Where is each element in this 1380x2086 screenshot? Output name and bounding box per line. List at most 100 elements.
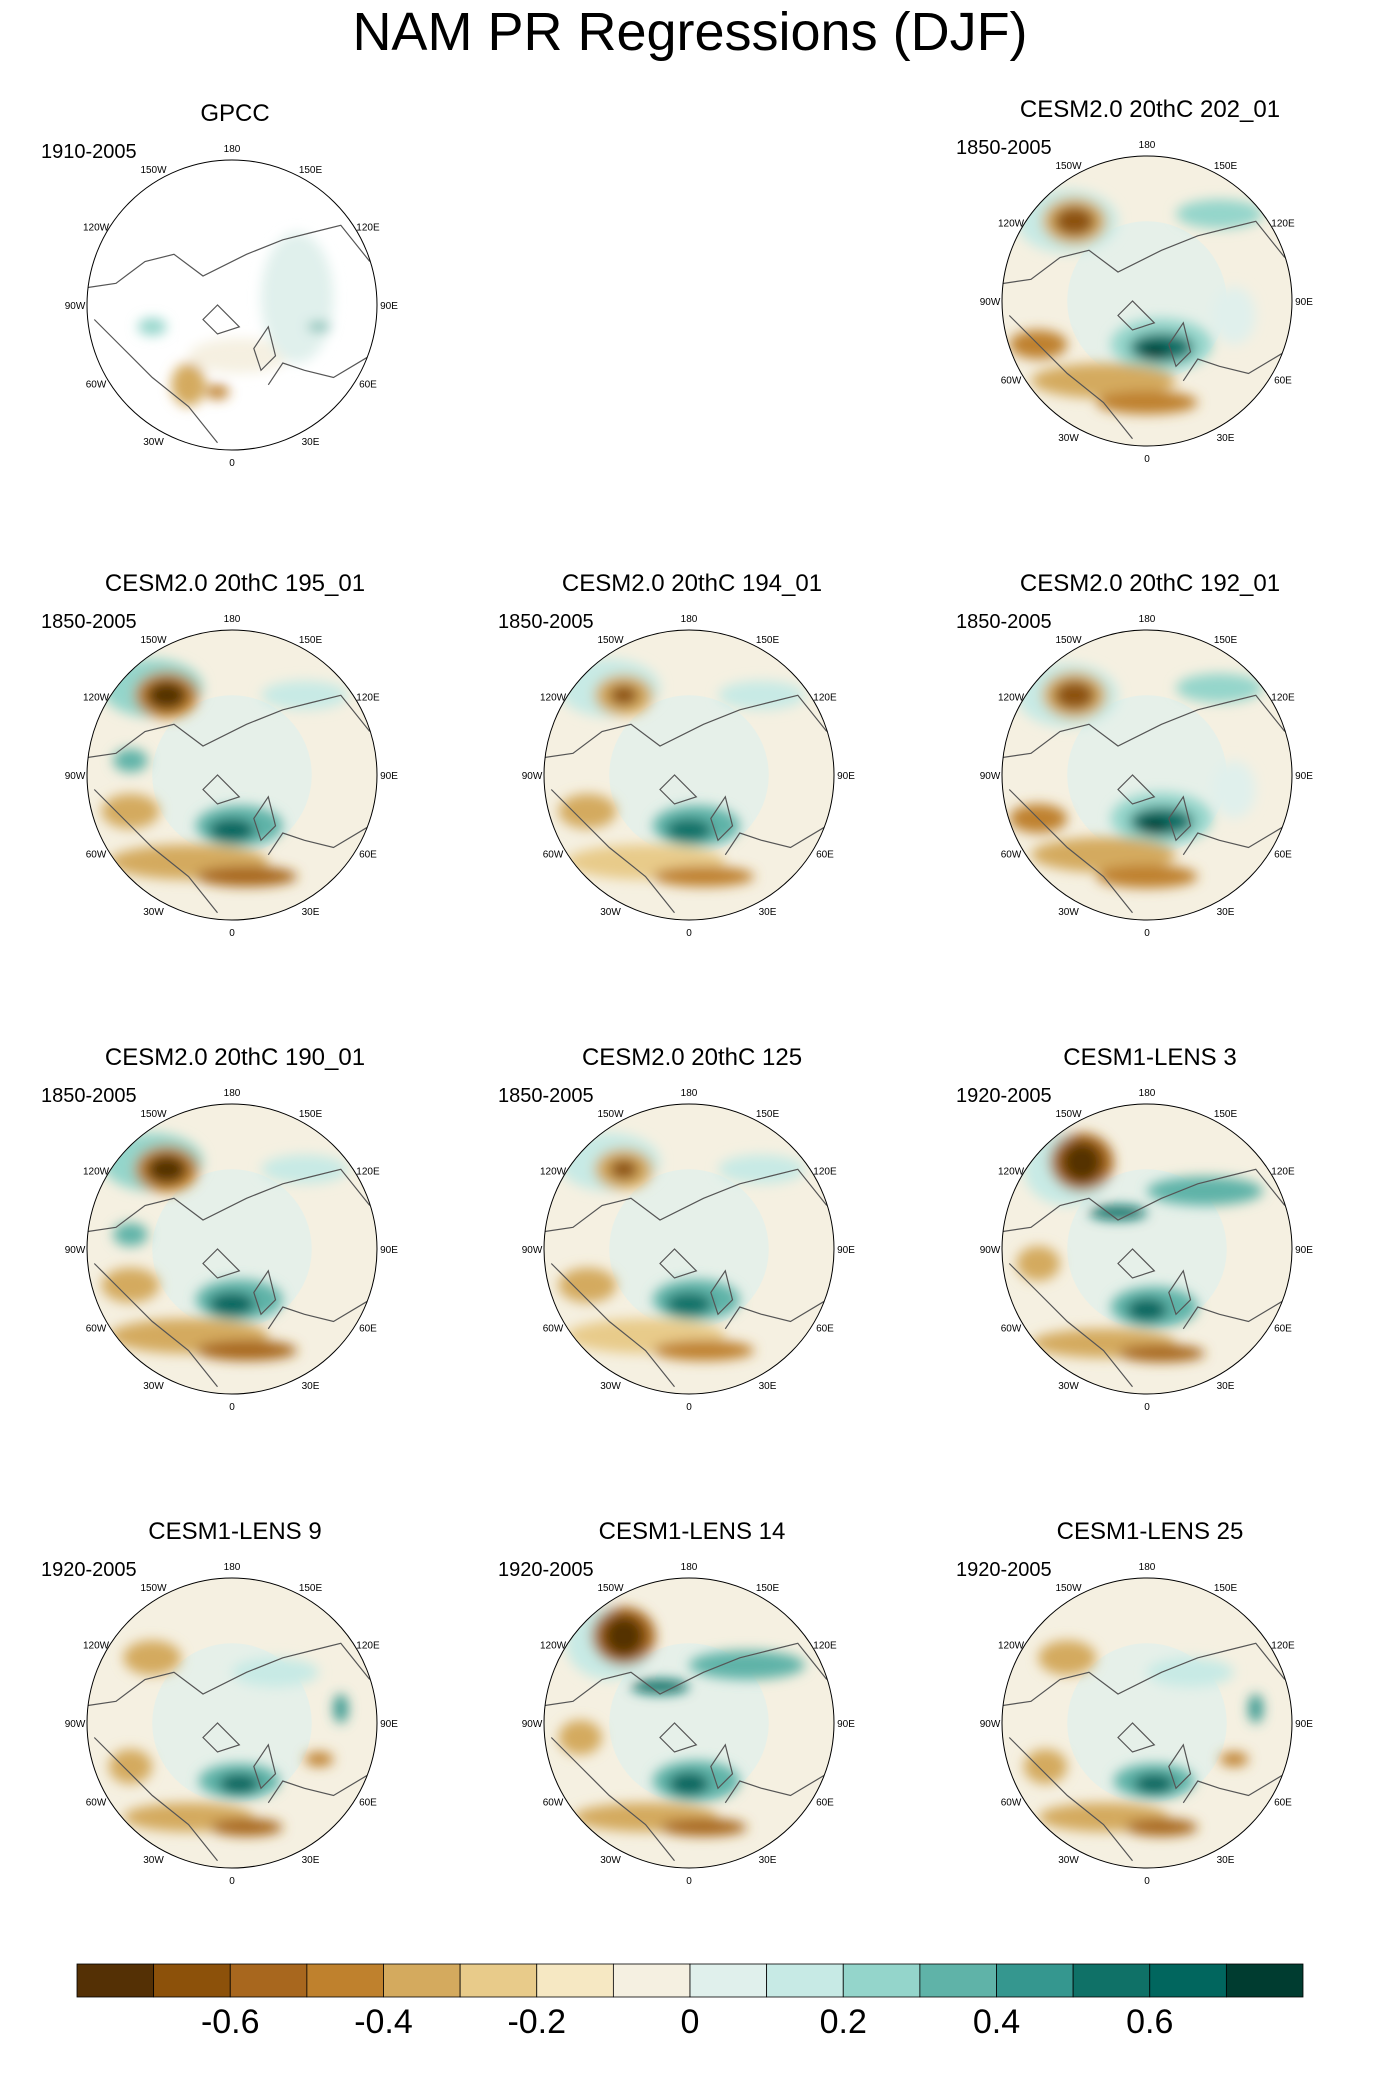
longitude-label: 90E (380, 1245, 398, 1256)
figure-title: NAM PR Regressions (DJF) (0, 0, 1380, 64)
longitude-label: 60W (1001, 850, 1022, 861)
longitude-label: 0 (229, 458, 235, 469)
longitude-label: 120W (540, 693, 567, 704)
longitude-label: 0 (1144, 928, 1150, 939)
longitude-label: 150E (1214, 161, 1238, 172)
map-panel: 180 150E 120E 90E 60E 30E 0 30W 60W 90W 120W 150W G… (5, 100, 465, 570)
longitude-label: 90E (837, 1245, 855, 1256)
longitude-label: 30W (143, 1381, 164, 1392)
longitude-label: 150W (1055, 1109, 1082, 1120)
colorbar-tick-label: -0.2 (507, 2003, 566, 2041)
colorbar-labels: -0.6 -0.4 -0.2 0 0.2 0.4 0.6 (201, 2003, 1173, 2041)
anomaly-region (666, 1293, 712, 1316)
longitude-label: 150E (299, 635, 323, 646)
anomaly-region (1054, 207, 1095, 236)
longitude-label: 60W (86, 1798, 107, 1809)
anomaly-region (1249, 1694, 1264, 1723)
longitude-label: 120W (540, 1167, 567, 1178)
longitude-label: 120E (1271, 219, 1295, 230)
anomaly-region (138, 318, 167, 335)
longitude-label: 120E (356, 223, 380, 234)
longitude-label: 30W (600, 1381, 621, 1392)
period-label: 1850-2005 (41, 1084, 137, 1108)
map-panel: 180 150E 120E 90E 60E 30E 0 30W 60W 90W 120W 150W C… (462, 1044, 922, 1514)
anomaly-region (718, 681, 805, 710)
panel-title: CESM2.0 20thC 125 (462, 1044, 922, 1072)
map-panel: 180 150E 120E 90E 60E 30E 0 30W 60W 90W 120W 150W C… (920, 1518, 1380, 1988)
anomaly-region (559, 794, 617, 829)
map-panel: 180 150E 120E 90E 60E 30E 0 30W 60W 90W 120W 150W C… (920, 96, 1380, 566)
anomaly-region (334, 1694, 349, 1723)
longitude-label: 90E (837, 771, 855, 782)
anomaly-region (261, 1155, 348, 1184)
longitude-label: 60W (86, 850, 107, 861)
longitude-label: 120W (998, 1167, 1025, 1178)
anomaly-region (1212, 761, 1256, 819)
anomaly-region (669, 1772, 710, 1795)
longitude-label: 30E (759, 1855, 777, 1866)
longitude-label: 90E (380, 1719, 398, 1730)
longitude-label: 90E (380, 771, 398, 782)
longitude-label: 150E (299, 1583, 323, 1594)
anomaly-region (1212, 287, 1256, 345)
longitude-label: 150E (756, 635, 780, 646)
period-label: 1850-2005 (956, 136, 1052, 160)
longitude-label: 90W (980, 771, 1001, 782)
map-panel: 180 150E 120E 90E 60E 30E 0 30W 60W 90W 120W 150W C… (5, 1518, 465, 1988)
longitude-label: 120W (83, 1641, 110, 1652)
anomaly-region (209, 1293, 255, 1316)
anomaly-region (1140, 819, 1169, 834)
period-label: 1850-2005 (498, 610, 594, 634)
longitude-label: 120E (1271, 1167, 1295, 1178)
longitude-label: 150W (140, 165, 167, 176)
longitude-label: 90E (380, 301, 398, 312)
longitude-label: 30W (143, 437, 164, 448)
longitude-label: 30W (1058, 907, 1079, 918)
longitude-label: 30E (302, 1855, 320, 1866)
anomaly-region (609, 1159, 638, 1179)
colorbar-tick-label: 0.4 (973, 2003, 1020, 2041)
longitude-label: 90W (65, 1719, 86, 1730)
period-label: 1850-2005 (956, 610, 1052, 634)
anomaly-region (1118, 1345, 1205, 1362)
map-panel: 180 150E 120E 90E 60E 30E 0 30W 60W 90W 120W 150W C… (5, 570, 465, 1040)
panel-title: CESM2.0 20thC 202_01 (920, 96, 1380, 124)
longitude-label: 30W (1058, 433, 1079, 444)
longitude-label: 60E (1274, 850, 1292, 861)
anomaly-region (1220, 1752, 1249, 1767)
longitude-label: 90W (522, 1719, 543, 1730)
longitude-label: 0 (1144, 1876, 1150, 1887)
colorbar-tick-label: -0.4 (354, 2003, 413, 2041)
polar-map: 180 150E 120E 90E 60E 30E 0 30W 60W 90W 120W 150W (462, 1518, 922, 1988)
anomaly-region (1134, 1774, 1175, 1794)
anomaly-region (1176, 200, 1263, 229)
period-label: 1850-2005 (498, 1084, 594, 1108)
longitude-label: 0 (229, 1402, 235, 1413)
longitude-label: 120E (1271, 1641, 1295, 1652)
colorbar-tick-label: 0.6 (1126, 2003, 1173, 2041)
panel-title: CESM2.0 20thC 194_01 (462, 570, 922, 598)
longitude-label: 90E (1295, 1719, 1313, 1730)
polar-map: 180 150E 120E 90E 60E 30E 0 30W 60W 90W 120W 150W (462, 1044, 922, 1514)
anomaly-region (123, 1640, 181, 1675)
anomaly-region (196, 1340, 298, 1360)
longitude-label: 90W (65, 771, 86, 782)
anomaly-region (660, 1819, 747, 1836)
longitude-label: 30E (302, 907, 320, 918)
anomaly-region (653, 866, 755, 886)
longitude-label: 120E (356, 693, 380, 704)
longitude-label: 150W (597, 1109, 624, 1120)
anomaly-region (609, 685, 638, 705)
longitude-label: 180 (681, 614, 698, 625)
longitude-label: 90W (522, 1245, 543, 1256)
anomaly-region (1127, 1298, 1168, 1321)
longitude-label: 150E (299, 1109, 323, 1120)
longitude-label: 180 (681, 1088, 698, 1099)
longitude-label: 0 (229, 1876, 235, 1887)
longitude-label: 120E (356, 1641, 380, 1652)
anomaly-region (1147, 1658, 1234, 1687)
panel-title: CESM2.0 20thC 190_01 (5, 1044, 465, 1072)
anomaly-region (305, 1752, 334, 1767)
longitude-label: 180 (1139, 614, 1156, 625)
longitude-label: 150W (140, 1583, 167, 1594)
